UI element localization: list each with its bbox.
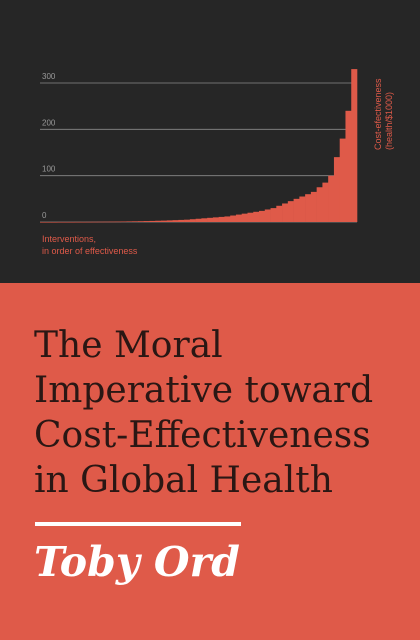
data-bar: [230, 215, 237, 222]
data-bar: [351, 69, 358, 222]
author-name: Toby Ord: [34, 538, 240, 586]
title-panel: The Moral Imperative toward Cost-Effecti…: [0, 283, 420, 640]
data-bar: [282, 203, 289, 222]
data-bar: [155, 220, 162, 222]
data-bar: [299, 196, 306, 222]
y-tick-label: 300: [42, 72, 56, 81]
data-bar: [74, 221, 81, 223]
data-bar: [328, 175, 335, 222]
data-bar: [322, 182, 329, 222]
y-tick-labels: 0 100 200 300: [42, 72, 56, 220]
x-axis-label-line-1: Interventions,: [42, 234, 96, 244]
data-bar: [178, 219, 185, 222]
data-bar: [166, 220, 173, 222]
title-line: in Global Health: [34, 460, 333, 501]
data-bar: [80, 221, 87, 223]
data-bar: [224, 216, 231, 222]
y-tick-label: 0: [42, 211, 47, 220]
y-tick-label: 200: [42, 118, 56, 127]
cost-effectiveness-chart: 0 100 200 300 Interventions, in order of ef…: [40, 69, 394, 256]
data-bar: [149, 220, 156, 222]
data-bar: [109, 221, 116, 223]
divider-rule: [35, 522, 241, 526]
data-bar: [137, 221, 145, 222]
data-bar: [293, 198, 300, 222]
y-axis-label-line-1: Cost-efectiveness: [373, 78, 383, 150]
data-bar: [276, 205, 283, 222]
data-bar: [235, 214, 243, 222]
data-bar: [345, 110, 352, 222]
chart-panel: 0 100 200 300 Interventions, in order of ef…: [0, 0, 420, 283]
data-bar: [86, 221, 93, 223]
data-bar: [126, 221, 133, 222]
data-bar: [270, 208, 277, 222]
data-bar: [97, 221, 104, 223]
data-bar: [91, 221, 98, 223]
data-bar: [253, 211, 260, 222]
data-bar: [316, 187, 323, 222]
title-line: Imperative toward: [34, 370, 374, 411]
book-title: The Moral Imperative toward Cost-Effecti…: [34, 323, 404, 503]
data-bar: [120, 221, 127, 223]
data-bar: [132, 221, 139, 222]
data-bar: [247, 212, 254, 222]
data-bar: [189, 219, 196, 222]
title-line: The Moral: [34, 325, 223, 366]
data-bars: [40, 69, 358, 223]
data-bar: [63, 221, 70, 223]
data-bar: [287, 201, 294, 222]
data-bar: [45, 221, 52, 223]
data-bar: [195, 218, 202, 222]
data-bar: [103, 221, 110, 223]
data-bar: [57, 221, 64, 223]
data-bar: [114, 221, 121, 223]
data-bar: [40, 221, 47, 223]
data-bar: [241, 213, 248, 222]
data-bar: [305, 194, 312, 222]
data-bar: [143, 221, 150, 222]
data-bar: [333, 157, 341, 222]
data-bar: [212, 217, 219, 222]
data-bar: [51, 221, 58, 223]
data-bar: [207, 217, 214, 222]
data-bar: [310, 191, 317, 222]
data-bar: [68, 221, 75, 223]
data-bar: [264, 209, 271, 222]
x-axis-label-line-2: in order of effectiveness: [42, 246, 138, 256]
data-bar: [184, 219, 191, 222]
title-line: Cost-Effectiveness: [34, 415, 371, 456]
y-tick-label: 100: [42, 165, 56, 174]
data-bar: [201, 218, 208, 222]
data-bar: [218, 216, 225, 222]
y-axis-label-line-2: (health/$1000): [384, 92, 394, 150]
data-bar: [259, 210, 266, 222]
data-bar: [172, 220, 179, 222]
data-bar: [161, 220, 168, 222]
data-bar: [339, 138, 346, 222]
